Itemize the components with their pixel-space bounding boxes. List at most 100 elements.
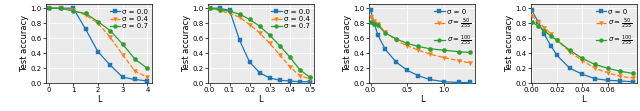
Legend: σ = 0.0, σ = 0.4, σ = 0.7: σ = 0.0, σ = 0.4, σ = 0.7 — [109, 8, 149, 30]
σ = 0.0 — [236, 40, 243, 41]
σ = 0.0 — [57, 8, 65, 9]
σ = 0 — [579, 74, 586, 75]
Y-axis label: Test accuracy: Test accuracy — [343, 15, 352, 72]
$\sigma = \frac{100}{255}$ — [371, 23, 378, 25]
σ = 0.4 — [106, 37, 114, 38]
σ = 0.7 — [143, 68, 151, 69]
$\sigma = \frac{50}{255}$ — [547, 33, 555, 34]
$\sigma = \frac{100}{255}$ — [440, 50, 448, 51]
$\sigma = \frac{50}{255}$ — [455, 60, 463, 61]
σ = 0.7 — [45, 8, 52, 9]
$\sigma = \frac{100}{255}$ — [616, 71, 624, 72]
σ = 0.7 — [131, 59, 139, 60]
σ = 0 — [528, 10, 536, 11]
$\sigma = \frac{100}{255}$ — [579, 58, 586, 59]
σ = 0.0 — [266, 77, 273, 79]
σ = 0.7 — [306, 77, 314, 78]
$\sigma = \frac{100}{255}$ — [392, 38, 400, 40]
$\sigma = \frac{50}{255}$ — [374, 23, 381, 25]
$\sigma = \frac{100}{255}$ — [566, 50, 573, 51]
σ = 0.4 — [205, 8, 213, 9]
Line: σ = 0: σ = 0 — [530, 8, 635, 84]
σ = 0.4 — [143, 77, 151, 78]
σ = 0.0 — [94, 51, 102, 52]
σ = 0.4 — [236, 17, 243, 18]
σ = 0.4 — [216, 10, 223, 11]
σ = 0.4 — [306, 78, 314, 79]
σ = 0.0 — [216, 8, 223, 9]
σ = 0.7 — [256, 26, 264, 27]
σ = 0 — [455, 82, 463, 83]
Line: $\sigma = \frac{50}{255}$: $\sigma = \frac{50}{255}$ — [369, 15, 472, 65]
σ = 0.4 — [119, 54, 127, 55]
σ = 0.4 — [226, 13, 234, 14]
Y-axis label: Test accuracy: Test accuracy — [182, 15, 191, 72]
Y-axis label: Test accuracy: Test accuracy — [505, 15, 514, 72]
$\sigma = \frac{50}{255}$ — [415, 50, 422, 51]
σ = 0 — [371, 23, 378, 24]
σ = 0.4 — [296, 75, 303, 76]
σ = 0.0 — [246, 62, 253, 63]
$\sigma = \frac{100}{255}$ — [415, 46, 422, 47]
$\sigma = \frac{100}{255}$ — [528, 21, 536, 22]
σ = 0 — [591, 78, 599, 79]
σ = 0.7 — [236, 14, 243, 15]
σ = 0.4 — [246, 24, 253, 25]
$\sigma = \frac{100}{255}$ — [534, 26, 542, 27]
Line: σ = 0.4: σ = 0.4 — [47, 6, 150, 79]
σ = 0 — [547, 45, 555, 46]
σ = 0.4 — [286, 66, 294, 67]
σ = 0.0 — [82, 29, 90, 30]
σ = 0 — [629, 81, 637, 82]
$\sigma = \frac{100}{255}$ — [541, 30, 548, 31]
$\sigma = \frac{50}{255}$ — [528, 15, 536, 16]
$\sigma = \frac{100}{255}$ — [591, 64, 599, 65]
σ = 0 — [541, 34, 548, 35]
Line: σ = 0.0: σ = 0.0 — [47, 6, 150, 83]
Legend: σ = 0.0, σ = 0.4, σ = 0.7: σ = 0.0, σ = 0.4, σ = 0.7 — [271, 8, 310, 30]
σ = 0.0 — [119, 77, 127, 78]
Line: σ = 0.4: σ = 0.4 — [207, 6, 312, 81]
σ = 0 — [404, 70, 412, 71]
$\sigma = \frac{50}{255}$ — [371, 20, 378, 22]
$\sigma = \frac{50}{255}$ — [566, 51, 573, 52]
$\sigma = \frac{50}{255}$ — [591, 68, 599, 69]
σ = 0.4 — [266, 43, 273, 44]
σ = 0.4 — [131, 71, 139, 72]
$\sigma = \frac{100}{255}$ — [604, 68, 612, 69]
σ = 0.0 — [45, 8, 52, 9]
σ = 0.7 — [205, 8, 213, 9]
Y-axis label: Test accuracy: Test accuracy — [20, 15, 29, 72]
X-axis label: L: L — [259, 95, 263, 104]
$\sigma = \frac{50}{255}$ — [629, 77, 637, 79]
$\sigma = \frac{100}{255}$ — [374, 25, 381, 26]
$\sigma = \frac{50}{255}$ — [579, 60, 586, 61]
σ = 0.7 — [296, 69, 303, 70]
σ = 0.0 — [286, 80, 294, 82]
σ = 0.7 — [216, 9, 223, 10]
σ = 0 — [426, 79, 433, 80]
$\sigma = \frac{100}{255}$ — [404, 43, 412, 44]
σ = 0.0 — [226, 10, 234, 11]
σ = 0.0 — [106, 65, 114, 66]
σ = 0 — [415, 75, 422, 76]
σ = 0.0 — [276, 80, 284, 81]
$\sigma = \frac{50}{255}$ — [404, 45, 412, 46]
σ = 0.7 — [246, 19, 253, 20]
$\sigma = \frac{100}{255}$ — [367, 22, 374, 23]
σ = 0 — [534, 21, 542, 22]
Line: σ = 0.0: σ = 0.0 — [207, 6, 312, 84]
σ = 0 — [616, 80, 624, 82]
σ = 0.0 — [143, 80, 151, 82]
σ = 0 — [566, 68, 573, 69]
σ = 0.4 — [276, 54, 284, 55]
X-axis label: L: L — [420, 95, 424, 104]
$\sigma = \frac{50}{255}$ — [367, 17, 374, 18]
σ = 0.7 — [69, 11, 77, 12]
Line: $\sigma = \frac{100}{255}$: $\sigma = \frac{100}{255}$ — [530, 20, 635, 76]
Legend: σ = 0, $\sigma = \frac{50}{255}$, $\sigma = \frac{100}{255}$: σ = 0, $\sigma = \frac{50}{255}$, $\sigm… — [433, 8, 472, 49]
$\sigma = \frac{50}{255}$ — [604, 72, 612, 73]
σ = 0.0 — [69, 8, 77, 9]
σ = 0.4 — [94, 23, 102, 24]
σ = 0 — [392, 62, 400, 63]
